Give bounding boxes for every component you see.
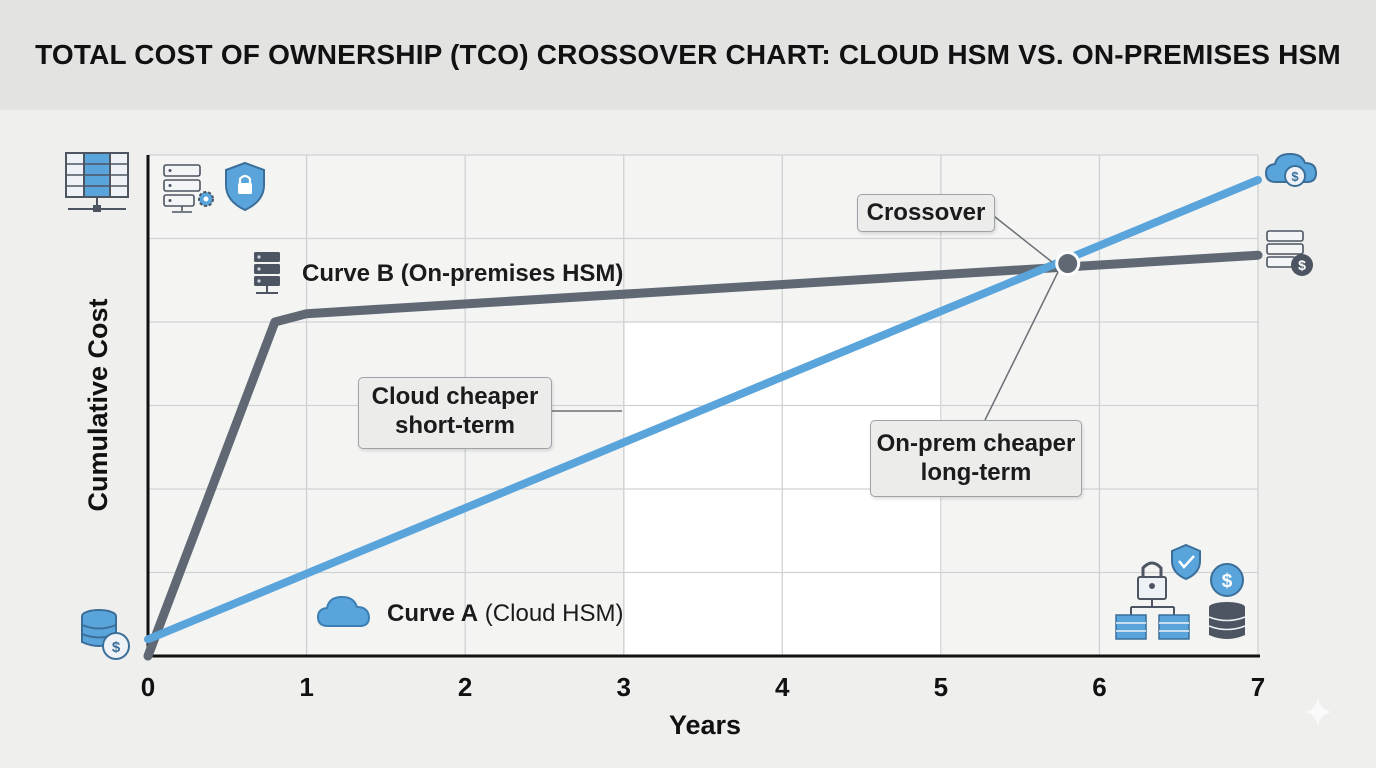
series-label-cloud: Curve A (Cloud HSM) bbox=[387, 600, 624, 627]
x-tick-label: 4 bbox=[775, 672, 790, 702]
server-rack-small-icon bbox=[254, 252, 280, 294]
series-line-on-prem bbox=[143, 250, 1263, 661]
series-label-on-prem: Curve B (On-premises HSM) bbox=[302, 260, 623, 287]
cloud-icon bbox=[316, 595, 371, 627]
y-axis-label: Cumulative Cost bbox=[83, 298, 113, 511]
security-cost-group-icon: $ bbox=[1115, 543, 1246, 640]
x-tick-label: 1 bbox=[299, 672, 313, 702]
server-gear-icon bbox=[163, 164, 214, 213]
on-prem-cheaper-callout: On-prem cheaper long-term bbox=[870, 420, 1082, 497]
chart-title: TOTAL COST OF OWNERSHIP (TCO) CROSSOVER … bbox=[35, 39, 1341, 70]
on-prem-leader-line bbox=[984, 271, 1059, 421]
shield-lock-icon bbox=[225, 161, 265, 212]
cloud-cheaper-line2: short-term bbox=[394, 412, 515, 439]
x-tick-label: 0 bbox=[141, 672, 155, 702]
cloud-cheaper-callout: Cloud cheaper short-term bbox=[358, 377, 552, 449]
x-tick-label: 2 bbox=[458, 672, 472, 702]
x-axis-label: Years bbox=[669, 710, 741, 740]
x-tick-label: 6 bbox=[1092, 672, 1106, 702]
x-tick-label: 5 bbox=[934, 672, 948, 702]
svg-text:$: $ bbox=[1298, 257, 1306, 273]
server-dollar-icon: $ bbox=[1266, 230, 1313, 276]
crossover-label: Crossover bbox=[866, 199, 986, 226]
title-bar: TOTAL COST OF OWNERSHIP (TCO) CROSSOVER … bbox=[0, 0, 1376, 110]
cloud-cheaper-line1: Cloud cheaper bbox=[371, 383, 539, 410]
x-tick-labels: 0 1 2 3 4 5 6 7 bbox=[141, 672, 1265, 702]
crossover-leader-line bbox=[989, 212, 1053, 263]
series-label-cloud-name: Curve A bbox=[387, 600, 478, 627]
server-rack-icon bbox=[65, 152, 129, 212]
svg-text:$: $ bbox=[112, 639, 121, 656]
series-label-cloud-detail: (Cloud HSM) bbox=[478, 600, 623, 627]
on-prem-cheaper-line1: On-prem cheaper bbox=[876, 430, 1076, 457]
crossover-callout: Crossover bbox=[857, 194, 995, 232]
on-prem-cheaper-line2: long-term bbox=[920, 459, 1032, 486]
sparkle-icon bbox=[1304, 698, 1332, 726]
svg-text:$: $ bbox=[1291, 169, 1299, 184]
svg-text:$: $ bbox=[1222, 571, 1233, 592]
cloud-dollar-icon: $ bbox=[1264, 152, 1318, 187]
database-dollar-icon: $ bbox=[81, 609, 130, 660]
crossover-point bbox=[1055, 251, 1081, 277]
x-tick-label: 3 bbox=[616, 672, 630, 702]
x-tick-label: 7 bbox=[1251, 672, 1265, 702]
